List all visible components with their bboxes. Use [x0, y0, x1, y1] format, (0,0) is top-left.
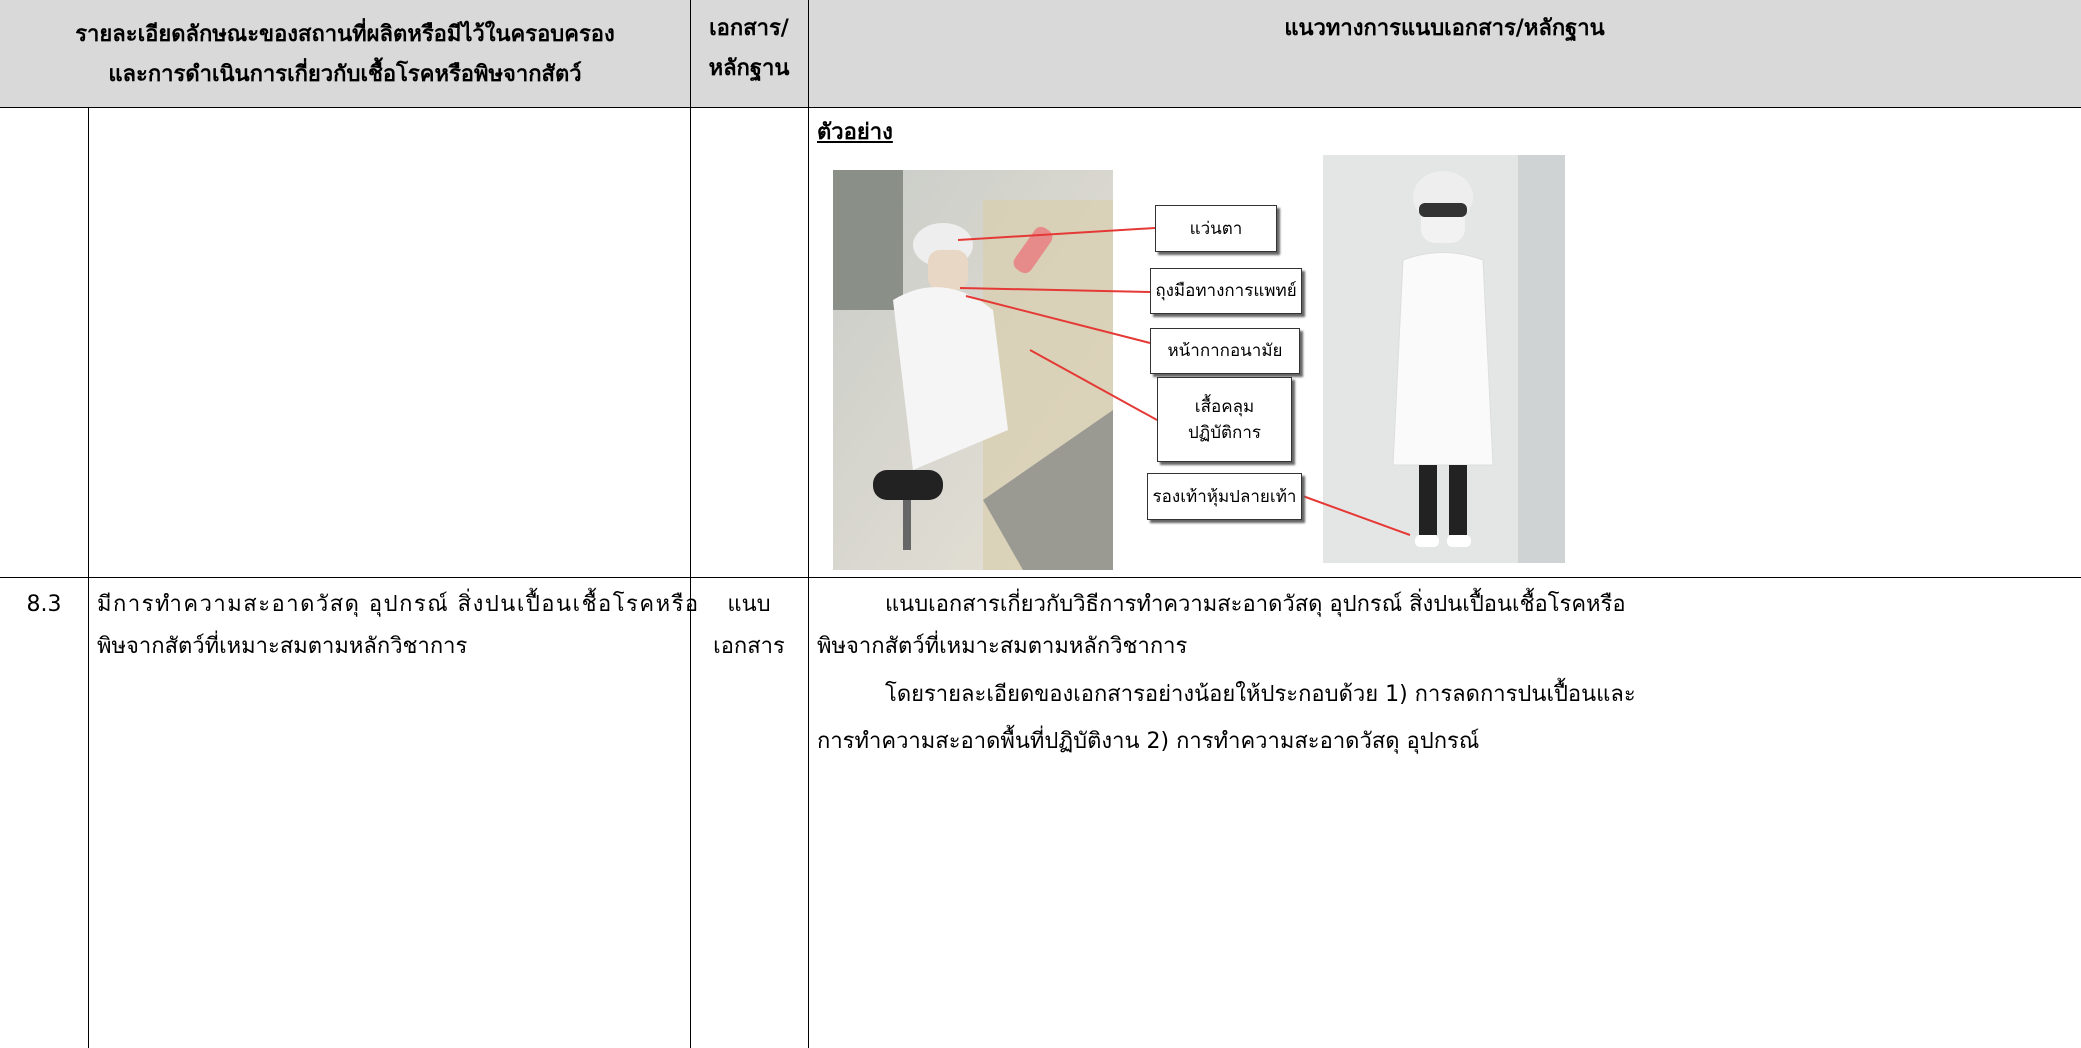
- photo-label-text: ปฏิบัติการ: [1187, 422, 1261, 443]
- photo-label: ถุงมือทางการแพทย์: [1150, 268, 1302, 314]
- header-description: รายละเอียดลักษณะของสถานที่ผลิตหรือมีไว้ใ…: [75, 22, 615, 47]
- header-evidence: เอกสาร/: [709, 16, 789, 41]
- row-description: มีการทำความสะอาดวัสดุ อุปกรณ์ สิ่งปนเปื้…: [97, 592, 700, 617]
- column-border: [808, 0, 809, 1048]
- example-label: ตัวอย่าง: [817, 120, 893, 145]
- photo-label-text: ถุงมือทางการแพทย์: [1155, 281, 1297, 301]
- pointer-line: [1299, 494, 1411, 536]
- row-border: [0, 577, 2081, 578]
- guidance-text: พิษจากสัตว์ที่เหมาะสมตามหลักวิชาการ: [817, 634, 1188, 659]
- column-border: [88, 107, 89, 1048]
- photo-lab: [833, 170, 1113, 570]
- photo-label-text: แว่นตา: [1189, 218, 1243, 239]
- column-border: [690, 0, 691, 1048]
- photo-label: หน้ากากอนามัย: [1150, 328, 1300, 374]
- header-guidance: แนวทางการแนบเอกสาร/หลักฐาน: [1284, 16, 1605, 41]
- guidance-text: โดยรายละเอียดของเอกสารอย่างน้อยให้ประกอบ…: [885, 682, 1636, 707]
- photo-label-text: รองเท้าหุ้มปลายเท้า: [1152, 486, 1297, 507]
- row-description: พิษจากสัตว์ที่เหมาะสมตามหลักวิชาการ: [97, 634, 468, 659]
- guidance-text: การทำความสะอาดพื้นที่ปฏิบัติงาน 2) การทำ…: [817, 729, 1480, 754]
- header-description: และการดำเนินการเกี่ยวกับเชื้อโรคหรือพิษจ…: [108, 62, 582, 87]
- photo-label-text: หน้ากากอนามัย: [1167, 341, 1283, 361]
- photo-label: รองเท้าหุ้มปลายเท้า: [1147, 473, 1302, 520]
- pointer-line: [1029, 349, 1158, 421]
- photo-label-text: เสื้อคลุม: [1194, 396, 1255, 417]
- photo-label: แว่นตา: [1155, 205, 1277, 252]
- pointer-line: [957, 227, 1156, 241]
- row-border: [0, 107, 2081, 108]
- photo-label: เสื้อคลุมปฏิบัติการ: [1157, 377, 1292, 462]
- row-evidence: แนบ: [727, 592, 771, 617]
- photo-standing: [1323, 155, 1565, 563]
- pointer-line: [959, 287, 1151, 293]
- pointer-line: [965, 295, 1151, 344]
- row-evidence: เอกสาร: [713, 634, 785, 659]
- header-row: [0, 0, 2081, 107]
- row-number: 8.3: [26, 592, 62, 617]
- header-evidence: หลักฐาน: [708, 56, 790, 81]
- guidance-text: แนบเอกสารเกี่ยวกับวิธีการทำความสะอาดวัสด…: [885, 592, 1626, 617]
